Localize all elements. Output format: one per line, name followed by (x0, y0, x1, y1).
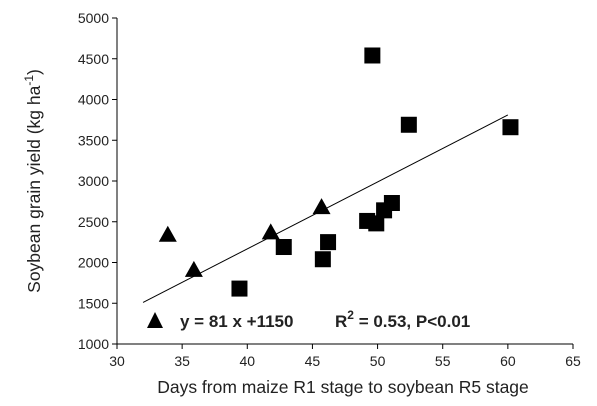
x-tick-label: 55 (435, 353, 451, 369)
x-tick-label: 35 (174, 353, 190, 369)
y-tick-label: 1000 (78, 336, 109, 352)
x-tick-label: 45 (305, 353, 321, 369)
r2-sup: 2 (347, 308, 354, 322)
square-point (364, 47, 381, 64)
square-point (368, 215, 385, 232)
equation: y = 81 x +1150 (180, 312, 293, 331)
x-tick-label: 50 (370, 353, 386, 369)
y-tick-label: 3500 (78, 132, 109, 148)
y-tick-label: 4000 (78, 92, 109, 108)
x-tick-label: 60 (500, 353, 516, 369)
y-tick-label: 4500 (78, 51, 109, 67)
triangle-point (158, 225, 177, 242)
x-tick-label: 40 (239, 353, 255, 369)
triangle-point (312, 198, 331, 215)
y-axis-title-text: Soybean grain yield (kg ha (24, 85, 44, 292)
square-point (320, 234, 337, 251)
annotation-symbol (147, 312, 163, 328)
x-tick-label: 30 (109, 353, 125, 369)
r2-rest: = 0.53, P<0.01 (354, 312, 470, 331)
y-tick-label: 2000 (78, 255, 109, 271)
square-point (400, 116, 417, 133)
square-point (383, 195, 400, 212)
square-point (231, 280, 248, 297)
triangle-point (184, 260, 203, 277)
y-tick-label: 5000 (78, 10, 109, 26)
y-axis-title-end: ) (24, 69, 44, 75)
y-tick-label: 3000 (78, 173, 109, 189)
r2-text: R (335, 312, 347, 331)
x-tick-label: 65 (565, 353, 581, 369)
r-squared: R2 = 0.53, P<0.01 (335, 308, 470, 331)
y-tick-label: 1500 (78, 295, 109, 311)
square-point (502, 119, 519, 136)
square-point (275, 239, 292, 256)
y-axis-title-sup: -1 (22, 75, 36, 86)
triangle-point (261, 223, 280, 240)
y-tick-label: 2500 (78, 214, 109, 230)
x-axis-title: Days from maize R1 stage to soybean R5 s… (157, 377, 529, 397)
y-axis-title: Soybean grain yield (kg ha-1) (22, 69, 44, 293)
square-point (314, 251, 331, 268)
